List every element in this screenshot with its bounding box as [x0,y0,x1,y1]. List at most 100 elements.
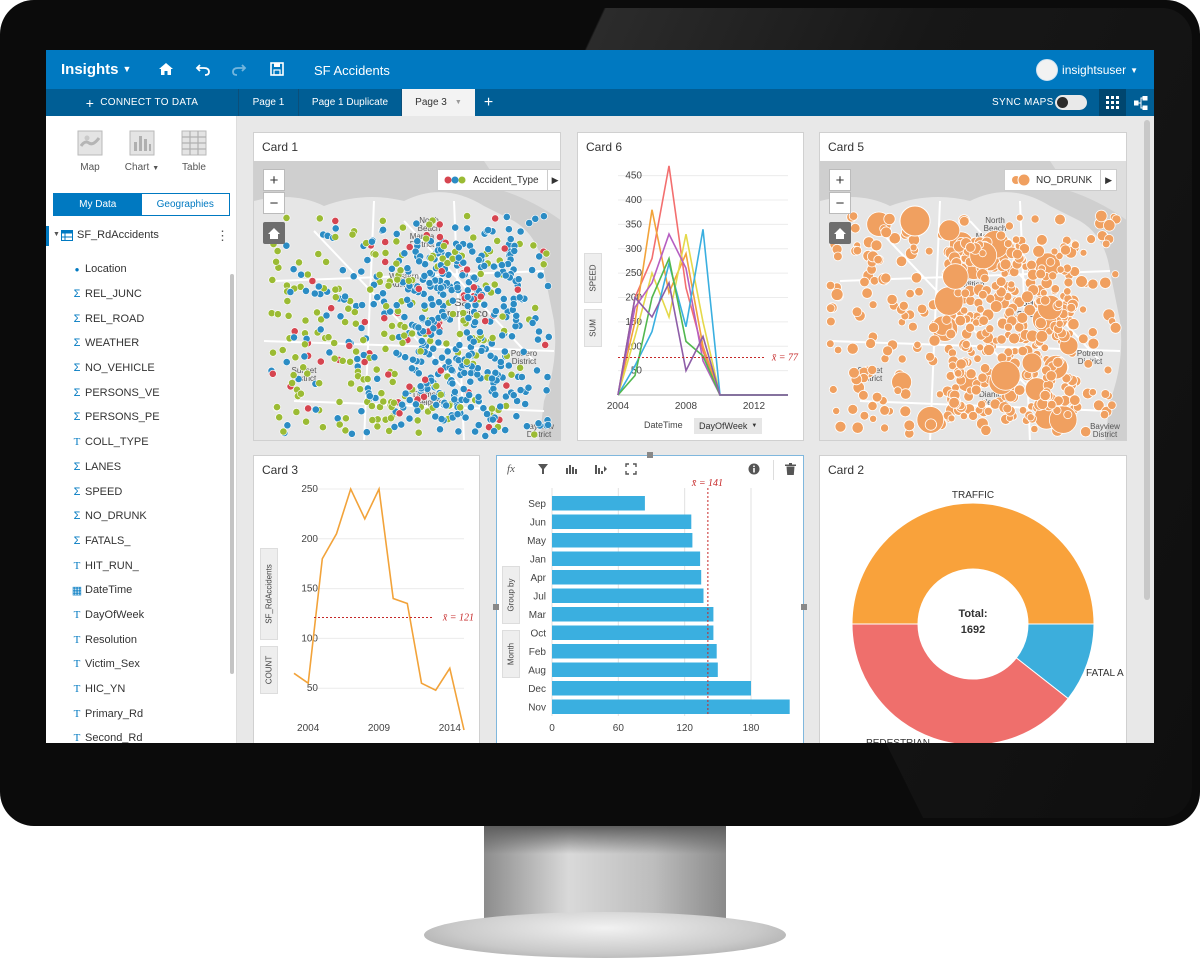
accident-point[interactable] [504,361,513,370]
drunk-count-symbol[interactable] [1050,247,1059,256]
count-line-chart[interactable]: 50 100 150 200 250 2004 2009 2014 x̄ = 121 [254,456,480,743]
accident-point[interactable] [416,347,425,356]
accident-point[interactable] [432,382,441,390]
drunk-count-symbol[interactable] [1052,405,1062,415]
drunk-count-symbol[interactable] [1011,235,1021,244]
drunk-count-symbol[interactable] [977,399,987,409]
accident-point[interactable] [368,237,376,246]
zoom-out-button[interactable]: − [263,192,285,214]
drunk-count-symbol[interactable] [1002,403,1013,414]
drunk-count-symbol[interactable] [1103,365,1113,375]
drunk-count-symbol[interactable] [1048,271,1058,281]
accident-point[interactable] [436,390,445,399]
accident-point[interactable] [413,406,422,415]
card-5[interactable]: Card 5 NorthBeachMarinaDistrictWesternAd… [819,132,1127,441]
bar[interactable] [552,699,790,715]
drunk-count-symbol[interactable] [1003,322,1013,332]
accident-point[interactable] [435,233,444,241]
field-item[interactable]: T DayOfWeek [70,603,230,628]
accident-point[interactable] [331,293,340,302]
accident-point[interactable] [481,317,490,325]
accident-point[interactable] [484,245,493,253]
accident-point[interactable] [389,398,398,407]
field-item[interactable]: Σ PERSONS_PE [70,405,230,430]
accident-point[interactable] [442,401,450,410]
dataset-row[interactable]: ▼ SF_RdAccidents ⋮ [46,226,230,246]
accident-point[interactable] [534,335,542,344]
drunk-count-symbol[interactable] [979,363,991,374]
accident-point[interactable] [464,314,473,322]
donut-slice[interactable] [851,502,1095,625]
accident-point[interactable] [335,397,344,406]
accident-point[interactable] [283,297,292,305]
accident-point[interactable] [284,311,293,320]
caret-down-icon[interactable]: ▼ [454,99,462,106]
accident-point[interactable] [282,358,291,366]
accident-point[interactable] [436,425,444,434]
accident-point[interactable] [384,370,393,379]
accident-point[interactable] [330,339,339,347]
accident-point[interactable] [491,368,500,377]
drunk-count-symbol[interactable] [985,293,996,304]
accident-point[interactable] [331,217,340,225]
drunk-count-symbol[interactable] [869,276,880,286]
drunk-count-symbol[interactable] [954,314,967,327]
accident-point[interactable] [311,405,320,414]
accident-point[interactable] [297,270,305,279]
field-item[interactable]: Σ PERSONS_VE [70,380,230,405]
accident-point[interactable] [301,316,310,325]
drunk-count-symbol[interactable] [1087,278,1099,290]
accident-point[interactable] [336,312,345,321]
accident-point[interactable] [491,214,500,223]
accident-point[interactable] [418,313,426,322]
accident-point[interactable] [493,237,502,245]
drunk-count-symbol[interactable] [851,306,863,318]
accident-point[interactable] [331,285,340,294]
drunk-count-symbol[interactable] [869,414,878,423]
accident-point[interactable] [407,364,416,373]
drunk-count-symbol[interactable] [955,358,967,370]
field-item[interactable]: Σ REL_ROAD [70,306,230,331]
accident-point[interactable] [360,318,369,326]
drunk-count-symbol[interactable] [905,288,915,299]
accident-point[interactable] [427,254,436,263]
bar[interactable] [552,570,702,585]
drunk-count-symbol[interactable] [1077,333,1089,345]
accident-point[interactable] [528,266,536,274]
accident-point[interactable] [408,329,416,338]
drunk-count-symbol[interactable] [1052,356,1064,368]
count-line[interactable] [293,486,465,731]
accident-point[interactable] [517,373,526,381]
accident-point[interactable] [465,391,474,399]
accident-point[interactable] [542,386,551,395]
field-item[interactable]: T Victim_Sex [70,652,230,677]
accident-point[interactable] [472,311,481,320]
accident-point[interactable] [439,290,448,299]
drunk-count-symbol[interactable] [1087,327,1098,338]
drunk-count-symbol[interactable] [977,372,988,383]
accident-point[interactable] [347,379,355,388]
drunk-count-symbol[interactable] [1070,240,1080,250]
accident-point[interactable] [279,427,288,436]
sidebar-scrollbar[interactable] [230,274,234,674]
accident-point[interactable] [436,284,445,292]
accident-point[interactable] [455,330,464,338]
drunk-count-symbol[interactable] [1099,276,1112,289]
accident-point[interactable] [268,276,277,284]
drunk-count-symbol[interactable] [1039,389,1051,402]
drunk-count-symbol[interactable] [846,342,859,355]
drunk-count-symbol[interactable] [999,258,1012,271]
drunk-count-symbol[interactable] [1055,319,1064,328]
accident-point[interactable] [382,302,391,311]
bar[interactable] [552,644,717,659]
expand-arrow-icon[interactable]: ▼ [53,231,60,238]
accident-point[interactable] [534,419,543,428]
field-item[interactable]: T Primary_Rd [70,701,230,726]
accident-point[interactable] [539,212,548,221]
accident-point[interactable] [335,420,344,429]
accident-point[interactable] [303,270,312,279]
drunk-count-symbol[interactable] [1080,426,1092,438]
accident-point[interactable] [444,357,453,366]
accident-point[interactable] [529,241,538,250]
accident-point[interactable] [474,256,483,264]
